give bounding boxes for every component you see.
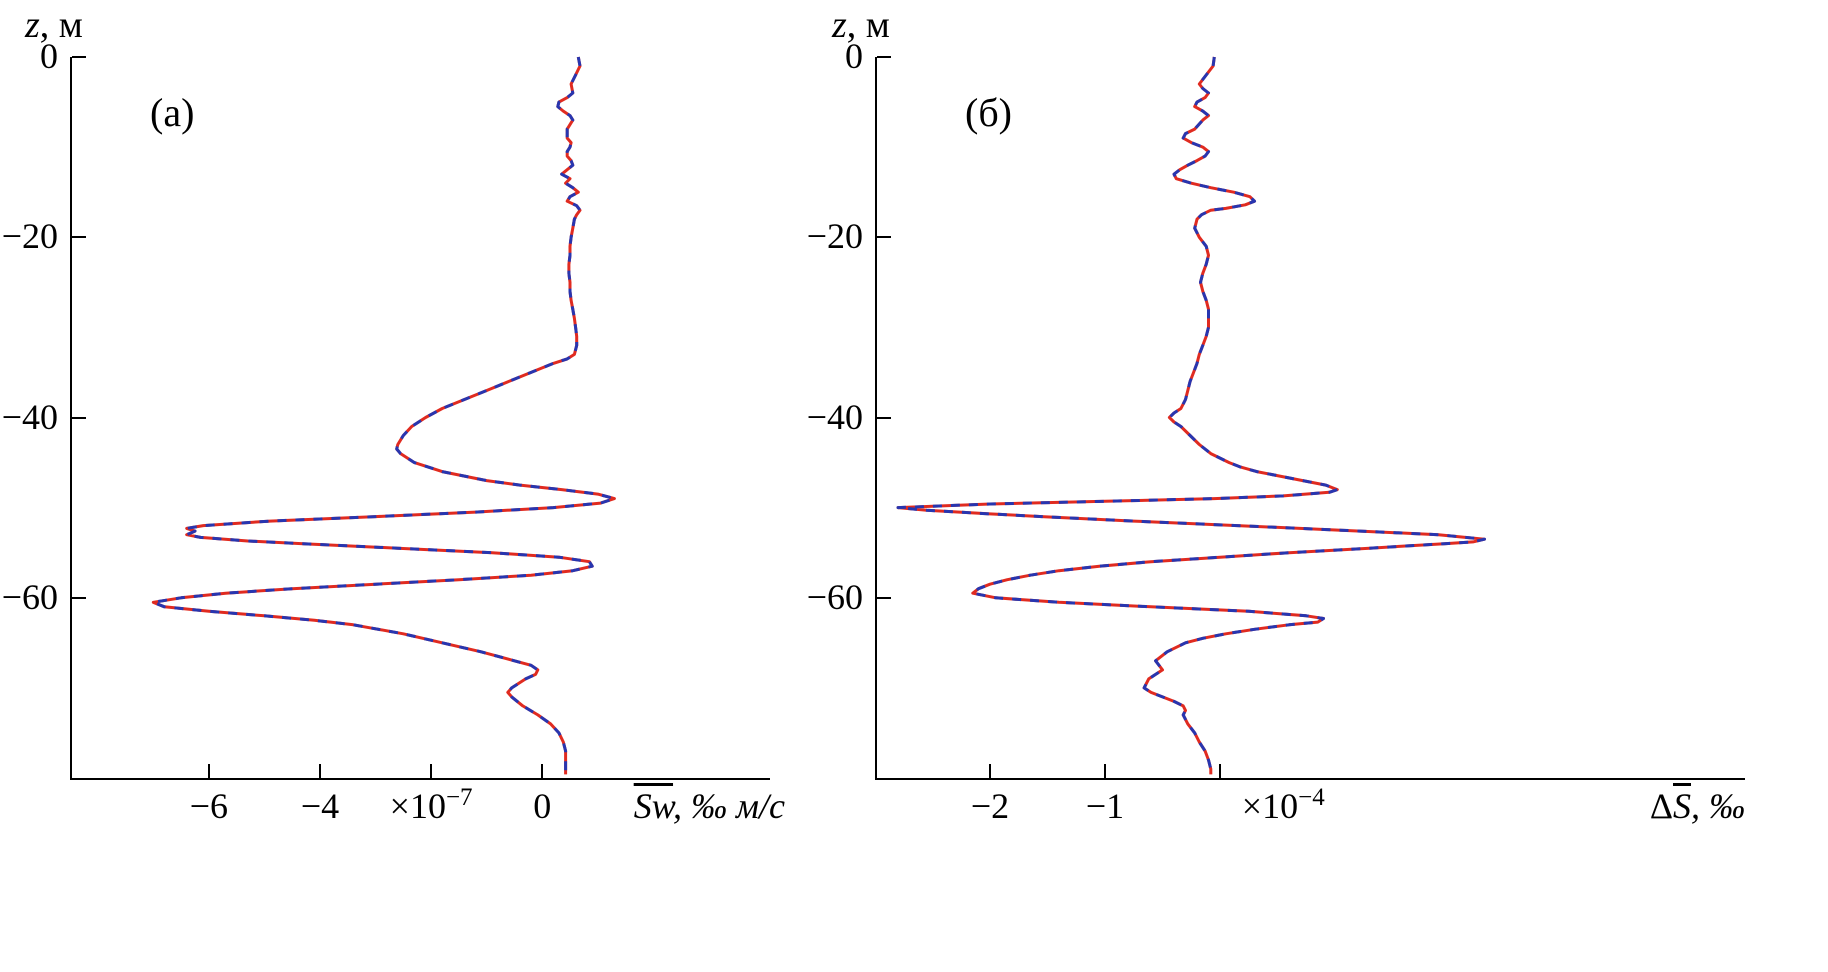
y-tick-label: −40 [1, 396, 58, 437]
profile-curve-solid-red [151, 56, 616, 775]
x-tick-label: 0 [533, 786, 552, 826]
y-tick [877, 596, 891, 599]
x-axis-a [70, 778, 770, 780]
axis-multiplier-main: ×10 [389, 786, 446, 826]
x-axis-label-variable: Sw [633, 786, 674, 826]
profile-chart-a [151, 56, 616, 775]
y-tick [72, 56, 86, 58]
y-tick [877, 416, 891, 419]
x-tick [989, 764, 991, 778]
axis-multiplier: ×10−7 [389, 784, 473, 826]
x-tick [1104, 764, 1106, 778]
y-tick-label: −20 [806, 216, 863, 257]
x-axis-label-variable: S [1673, 786, 1691, 826]
axis-multiplier-main: ×10 [1241, 786, 1299, 826]
y-tick-label: −20 [1, 216, 58, 257]
x-tick [319, 764, 321, 778]
axis-multiplier-exponent: −7 [445, 784, 473, 811]
y-axis-a [70, 57, 72, 780]
corner-label-variable: z [832, 4, 847, 46]
x-tick [207, 764, 210, 778]
y-tick-label: −60 [806, 576, 863, 617]
panel-label: (б) [965, 90, 1012, 135]
y-tick-label: 0 [40, 36, 58, 77]
y-tick-label: −40 [806, 396, 863, 437]
y-tick [72, 236, 86, 239]
x-tick-label: −2 [970, 786, 1010, 826]
corner-label-units: , м [846, 4, 890, 46]
profile-curve-dashed-blue [896, 56, 1486, 775]
corner-label-variable: z [25, 4, 40, 46]
x-tick-label: −1 [1085, 786, 1125, 826]
profile-chart-b [896, 56, 1486, 775]
x-tick-label: −6 [189, 786, 229, 826]
y-tick-label: −60 [1, 576, 58, 617]
y-axis-corner-label: z, м [832, 4, 890, 46]
x-tick [1219, 764, 1221, 778]
corner-label-units: , м [39, 4, 83, 46]
y-tick [72, 416, 86, 419]
y-tick [877, 236, 891, 239]
x-axis-b [875, 778, 1745, 780]
y-axis-b [875, 57, 877, 780]
x-tick [430, 764, 433, 778]
x-tick-label: −4 [300, 786, 340, 826]
x-axis-label-units: , ‰ м/с [673, 786, 785, 826]
x-axis-label-units: , ‰ [1691, 786, 1745, 826]
y-axis-corner-label: z, м [25, 4, 83, 46]
x-axis-label-prefix: Δ [1649, 786, 1673, 826]
panel-label: (а) [150, 90, 195, 135]
y-tick [877, 56, 891, 58]
y-tick-label: 0 [845, 36, 863, 77]
y-tick [72, 596, 86, 599]
axis-multiplier-exponent: −4 [1298, 784, 1325, 811]
x-tick [541, 764, 544, 778]
x-axis-label: Sw, ‰ м/с [633, 786, 785, 826]
profile-curve-dashed-blue [151, 56, 616, 775]
x-axis-label: ΔS, ‰ [1649, 786, 1745, 826]
axis-multiplier: ×10−4 [1241, 784, 1325, 826]
